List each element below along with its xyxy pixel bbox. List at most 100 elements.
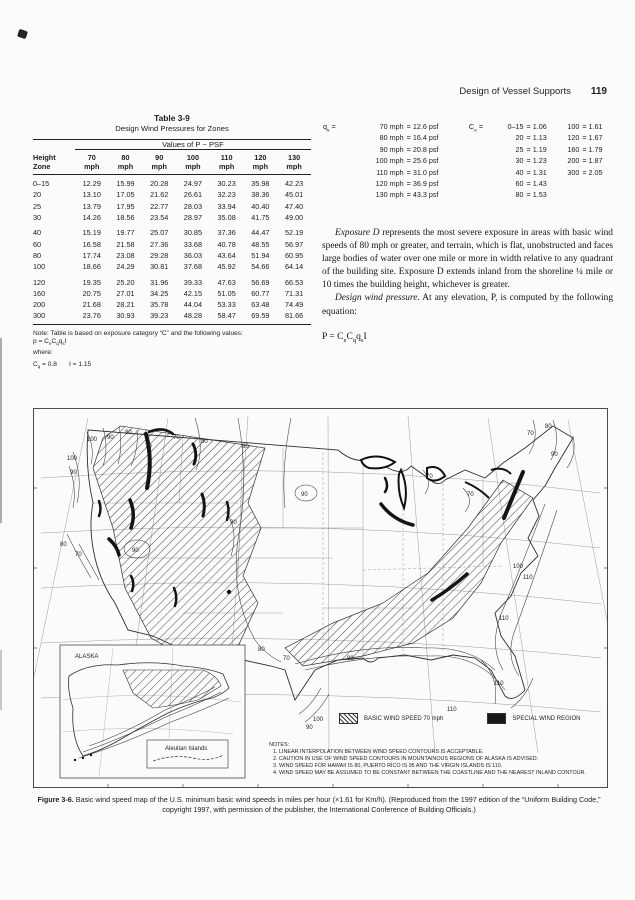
cell: 30.81 [150,262,169,272]
cell: 30.85 [183,228,203,238]
cell: 48.55 [251,239,270,249]
cell: 21.58 [116,239,135,249]
alaska-outline [68,662,230,757]
contour-label: 80 [545,424,552,430]
cell: 17.95 [116,201,135,211]
cell: 20 [33,190,42,200]
contour-label: 70 [283,656,290,662]
note-values: Cq = 0.8 I = 1.15 [33,360,92,369]
cell: 52.19 [284,228,304,238]
cell: 33.68 [183,239,203,249]
cell: 42.15 [183,288,203,298]
body-text: Exposure D represents the most severe ex… [322,227,613,347]
cell: 48.28 [176,310,210,325]
alaska-label: ALASKA [75,654,98,660]
table-row: 100 18.66 24.29 30.81 37.68 45.92 54.66 64.14 [33,261,311,272]
table-row: 0–15 12.29 15.99 20.28 24.97 30.23 35.98 42.23 [33,175,311,190]
col-header: 110 mph [209,149,244,175]
col-header: 130 mph [277,149,311,175]
cell: 13.10 [82,190,101,200]
contour-label: 90 [347,656,354,662]
cell: 17.05 [116,190,135,200]
table-row: 30 14.26 18.56 23.54 28.97 35.08 41.75 49.00 [33,212,311,223]
contour-label: 80 [242,444,249,450]
col-header: 70 mph [74,149,109,175]
contour-label: 100 [67,456,78,462]
cell: 44.04 [183,300,203,310]
cell: 28.21 [116,300,135,310]
table-note: Note: Table is based on exposure categor… [33,330,311,372]
cell: 56.97 [284,239,304,249]
map-legend: BASIC WIND SPEED 70 mph SPECIAL WIND REG… [339,713,580,724]
note-item: 3. WIND SPEED FOR HAWAII IS 80, PUERTO R… [273,763,503,769]
special-wind-regions [97,428,525,608]
paragraph-exposure-d: Exposure D represents the most severe ex… [322,228,613,291]
cell: 60 [33,239,42,249]
cell: 26.61 [183,190,203,200]
cell: 81.66 [277,310,311,325]
lead-in: Exposure D [335,228,380,238]
contour-label: 80 [125,430,132,436]
ce-entry: 80 = 1.53 [515,190,547,200]
equation: P = CeCqqsI [322,330,367,344]
cell: 23.08 [116,250,135,260]
cell: 25.07 [150,228,169,238]
table-title: Table 3-9 [154,113,190,123]
cell: 18.56 [116,213,135,223]
cell: 40.78 [217,239,236,249]
cell: 29.28 [150,250,169,260]
cell: 27.01 [116,288,135,298]
contour-label: 70 [75,552,82,558]
cell: 35.78 [150,300,169,310]
cell: 18.66 [82,262,101,272]
cell: 42.23 [284,179,304,189]
ce-column-2: 100 = 1.61 120 = 1.67 160 = 1.79 200 = 1.87 … [561,121,615,201]
cell: 33.94 [217,201,236,211]
cell: 35.98 [251,179,270,189]
cell: 43.64 [217,250,236,260]
qs-entry: 110 mph = 31.0 psf [376,167,439,177]
cell: 15.99 [116,179,135,189]
cell: 74.49 [284,300,304,310]
cell: 20.75 [82,288,101,298]
span-header-row: Values of P ~ PSF [33,139,311,150]
ce-entry: 30 = 1.23 [515,156,547,166]
cell: 17.74 [82,250,101,260]
cell: 16.58 [82,239,101,249]
table-row: 300 23.76 30.93 39.23 48.28 58.47 69.59 81.66 [33,310,311,325]
col-header-height-zone: Height Zone [33,149,75,175]
qs-entry: 100 mph = 25.6 psf [375,156,439,166]
chapter-title: Design of Vessel Supports [459,86,571,97]
contour-label: 80 [60,542,67,548]
cell: 40.40 [251,201,270,211]
cell: 39.33 [183,277,203,287]
ce-entry: 0–15 = 1.06 [507,122,547,131]
contour-label: 110 [523,575,533,581]
coefficient-lists: qs = 70 mph = 12.6 psf 80 mph = 16.4 psf 9… [323,121,615,201]
contour-label: 110 [499,616,509,622]
qs-entry: 120 mph = 36.9 psf [375,179,439,189]
cell: 15.19 [82,228,101,238]
note-item: 2. CAUTION IN USE OF WIND SPEED CONTOURS… [273,756,539,762]
qs-entry: 80 mph = 16.4 psf [379,133,439,143]
cell: 36.03 [183,250,203,260]
ce-entry: 200 = 1.87 [567,156,603,166]
contour-label: 100 [513,564,524,570]
cell: 27.36 [150,239,169,249]
pressure-table: Values of P ~ PSF Height Zone 70 mph 80 mph… [33,139,311,325]
contour-label: 70 [173,435,180,441]
ce-label: Ce = [468,122,484,134]
qs-entry: 70 mph = 12.6 psf [379,122,439,131]
qs-entry: 90 mph = 20.8 psf [379,144,439,154]
cell: 60.95 [284,250,304,260]
ce-entry: 100 = 1.61 [567,122,603,131]
cell: 58.47 [209,310,244,325]
table-row: 160 20.75 27.01 34.25 42.15 51.05 60.77 71.31 [33,288,311,299]
note-line: where: [33,349,53,357]
table-row: 120 19.35 25.20 31.96 39.33 47.63 56.69 66.53 [33,276,311,287]
great-lakes [359,455,512,512]
contour-label: 90 [107,435,114,441]
page-number: 119 [590,86,607,97]
cell: 37.68 [183,262,203,272]
